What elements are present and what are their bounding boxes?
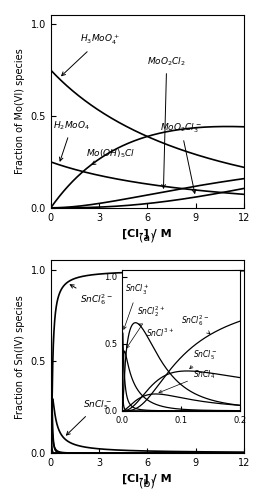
- Y-axis label: Fraction of Sn(IV) species: Fraction of Sn(IV) species: [15, 295, 25, 418]
- Text: (a): (a): [139, 232, 155, 242]
- Text: $SnCl_5^-$: $SnCl_5^-$: [67, 398, 112, 435]
- Text: $SnCl_6^{2-}$: $SnCl_6^{2-}$: [70, 284, 113, 307]
- Text: $MoO_2Cl_2$: $MoO_2Cl_2$: [147, 56, 186, 188]
- Text: (b): (b): [139, 478, 155, 488]
- Text: $H_3MoO_4^+$: $H_3MoO_4^+$: [62, 33, 120, 76]
- Text: $H_2MoO_4$: $H_2MoO_4$: [53, 120, 90, 161]
- X-axis label: [Cl-] / M: [Cl-] / M: [122, 228, 172, 238]
- Text: $MoO_2Cl_3^-$: $MoO_2Cl_3^-$: [160, 122, 202, 194]
- X-axis label: [Cl-] / M: [Cl-] / M: [122, 474, 172, 484]
- Text: $Mo(OH)_5Cl$: $Mo(OH)_5Cl$: [86, 148, 135, 164]
- Y-axis label: Fraction of Mo(VI) species: Fraction of Mo(VI) species: [15, 48, 25, 174]
